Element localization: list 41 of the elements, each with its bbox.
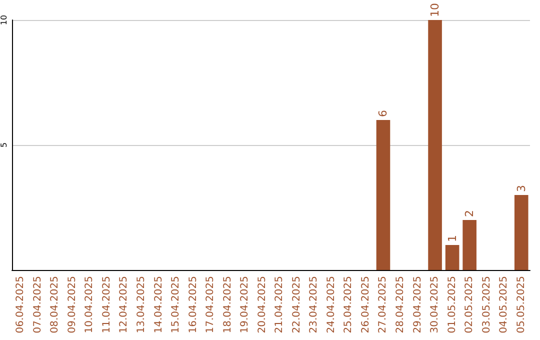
x-tick-label: 30.04.2025 [430,276,441,334]
x-tick-label: 13.04.2025 [136,276,147,334]
x-tick-label: 03.05.2025 [481,276,492,334]
data-label: 1 [446,235,459,242]
x-tick-label: 29.04.2025 [412,276,424,334]
data-label: 6 [376,110,390,117]
data-label: 10 [428,3,442,17]
x-tick-label: 23.04.2025 [308,276,320,334]
x-tick-label: 20.04.2025 [256,276,268,334]
x-tick-label: 07.04.2025 [32,276,44,334]
bar [428,20,442,270]
x-tick-label: 19.04.2025 [240,276,251,334]
x-tick-label: 24.04.2025 [326,276,337,334]
x-tick-label: 27.04.2025 [378,276,389,334]
x-tick-label: 15.04.2025 [170,276,182,334]
x-tick-label: 25.04.2025 [343,276,354,334]
x-tick-label: 18.04.2025 [222,276,234,334]
x-tick-label: 26.04.2025 [360,276,372,334]
data-label: 2 [463,210,476,217]
x-tick-label: 10.04.2025 [84,276,96,334]
x-tick-label: 14.04.2025 [153,276,164,334]
x-tick-label: 02.05.2025 [464,276,476,334]
x-tick-label: 04.05.2025 [498,276,510,334]
bar [376,120,390,270]
y-tick-label: 5 [0,142,8,148]
x-tick-label: 28.04.2025 [395,276,406,334]
x-tick-label: 06.04.2025 [15,276,26,334]
x-tick-label: 05.05.2025 [516,276,527,334]
x-tick-label: 22.04.2025 [291,276,302,334]
data-label: 3 [514,185,528,192]
bar [514,195,528,270]
x-tick-label: 08.04.2025 [50,276,61,334]
x-tick-label: 09.04.2025 [66,276,78,334]
x-tick-label: 01.05.2025 [446,276,458,334]
x-tick-label: 16.04.2025 [188,276,199,334]
bar [445,245,460,270]
x-tick-label: 11.04.2025 [101,276,112,334]
x-tick-label: 12.04.2025 [118,276,130,334]
x-tick-label: 17.04.2025 [205,276,216,334]
bar [462,220,476,270]
x-tick-label: 21.04.2025 [274,276,286,334]
